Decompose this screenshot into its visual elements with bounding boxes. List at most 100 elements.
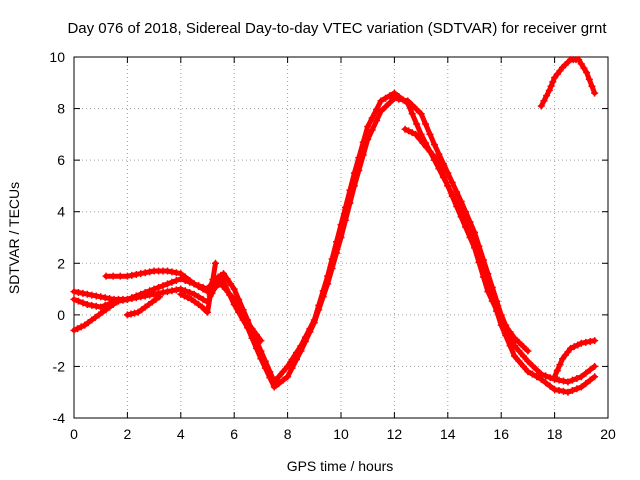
data-point-marker <box>408 129 416 137</box>
data-point-marker <box>457 197 465 205</box>
y-tick-label: 6 <box>57 152 65 168</box>
data-point-marker <box>217 280 225 288</box>
data-point-marker <box>230 285 238 293</box>
data-point-marker <box>131 309 139 317</box>
data-point-marker <box>206 292 214 300</box>
data-point-marker <box>430 141 438 149</box>
data-point-marker <box>462 223 470 231</box>
data-point-marker <box>346 199 354 207</box>
data-point-marker <box>102 306 110 314</box>
data-point-marker <box>101 294 109 302</box>
data-point-marker <box>412 130 420 138</box>
data-point-marker <box>547 82 555 90</box>
data-point-marker <box>564 388 572 396</box>
data-point-marker <box>556 361 564 369</box>
chart-title: Day 076 of 2018, Sidereal Day-to-day VTE… <box>67 20 607 37</box>
data-point-marker <box>582 369 590 377</box>
data-point-marker <box>184 294 192 302</box>
data-point-marker <box>195 282 203 290</box>
data-point-marker <box>511 334 519 342</box>
data-point-marker <box>150 290 158 298</box>
x-tick-label: 10 <box>333 426 349 442</box>
data-point-marker <box>337 234 345 241</box>
data-point-marker <box>83 301 91 309</box>
data-point-marker <box>524 357 532 365</box>
data-point-marker <box>466 218 474 226</box>
data-point-marker <box>582 380 590 388</box>
data-point-marker <box>227 280 235 288</box>
data-point-marker <box>83 290 91 298</box>
y-tick-label: 2 <box>57 255 65 271</box>
data-point-marker <box>555 376 563 384</box>
data-point-marker <box>138 306 146 314</box>
data-point-marker <box>145 301 153 309</box>
data-point-marker <box>293 356 300 364</box>
data-point-marker <box>560 377 567 385</box>
data-point-marker <box>70 295 78 303</box>
data-point-marker <box>315 306 323 314</box>
data-point-marker <box>405 127 413 135</box>
data-point-marker <box>484 288 492 296</box>
data-point-marker <box>275 373 283 381</box>
data-point-marker <box>209 276 217 284</box>
data-point-marker <box>212 259 220 267</box>
data-point-marker <box>433 156 441 164</box>
data-point-marker <box>377 107 385 115</box>
data-point-marker <box>493 307 501 315</box>
data-point-marker <box>146 291 154 299</box>
data-point-marker <box>582 338 590 346</box>
data-point-marker <box>301 338 309 346</box>
data-point-marker <box>266 374 274 382</box>
data-point-marker <box>422 143 430 151</box>
data-point-marker <box>408 101 416 109</box>
series-track-line <box>402 126 531 354</box>
data-point-marker <box>580 64 588 72</box>
data-point-marker <box>88 301 96 309</box>
data-point-marker <box>484 270 492 278</box>
data-point-marker <box>543 92 551 100</box>
data-point-marker <box>79 299 87 307</box>
data-point-marker <box>270 383 278 391</box>
data-point-marker <box>533 366 541 374</box>
data-point-marker <box>70 288 78 296</box>
data-point-marker <box>519 343 527 351</box>
data-point-marker <box>288 364 296 372</box>
data-point-marker <box>466 234 474 241</box>
data-point-marker <box>568 386 576 394</box>
data-point-marker <box>549 78 557 86</box>
data-point-marker <box>479 273 487 281</box>
data-point-marker <box>141 303 149 311</box>
data-point-marker <box>583 68 591 76</box>
data-point-marker <box>419 139 427 147</box>
data-point-marker <box>81 321 89 329</box>
data-point-marker <box>128 295 136 303</box>
data-point-marker <box>382 94 389 102</box>
data-point-marker <box>355 166 363 174</box>
data-point-marker <box>279 368 287 376</box>
data-point-marker <box>570 343 578 351</box>
data-point-marker <box>553 367 561 375</box>
data-point-marker <box>74 289 82 297</box>
data-point-marker <box>226 290 234 298</box>
data-point-marker <box>123 295 131 303</box>
data-point-marker <box>519 352 527 360</box>
data-point-marker <box>137 270 145 278</box>
data-point-marker <box>435 150 443 158</box>
data-point-marker <box>573 385 581 393</box>
data-point-marker <box>540 97 548 105</box>
data-point-marker <box>395 95 403 103</box>
data-point-marker <box>519 362 527 370</box>
data-point-marker <box>515 347 523 355</box>
data-point-marker <box>106 303 114 311</box>
data-point-marker <box>377 97 385 105</box>
data-point-marker <box>515 357 523 365</box>
data-point-marker <box>591 89 599 97</box>
data-point-marker <box>591 373 599 381</box>
data-point-marker <box>586 366 594 374</box>
data-point-marker <box>585 75 593 83</box>
data-point-marker <box>92 292 100 300</box>
data-point-marker <box>163 288 171 296</box>
data-point-marker <box>577 383 585 391</box>
data-point-marker <box>471 228 478 236</box>
